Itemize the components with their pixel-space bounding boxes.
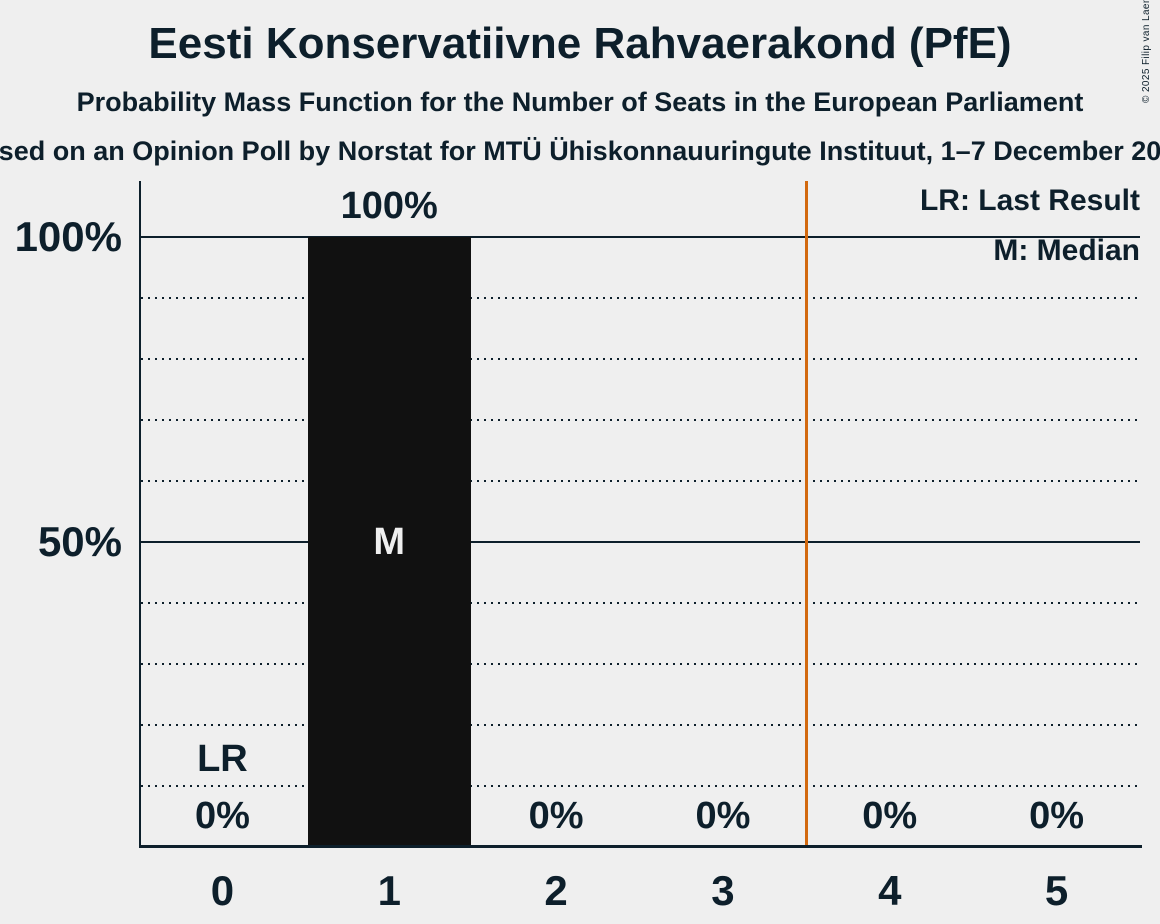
y-axis-line — [139, 181, 141, 847]
chart-source-line: ased on an Opinion Poll by Norstat for M… — [0, 136, 1160, 166]
chart-subtitle: Probability Mass Function for the Number… — [76, 87, 1084, 117]
x-tick-2: 2 — [544, 867, 568, 914]
value-label-0: 0% — [194, 795, 250, 837]
copyright-notice: © 2025 Filip van Laenen — [1141, 0, 1152, 103]
gridline-80pct — [141, 358, 1140, 360]
legend-last-result-label: LR: Last Result — [919, 184, 1140, 217]
value-label-4: 0% — [862, 795, 918, 837]
value-label-2: 0% — [528, 795, 584, 837]
majority-threshold-line — [804, 181, 808, 847]
y-tick-100pct: 100% — [14, 213, 122, 260]
value-label-3: 0% — [695, 795, 751, 837]
x-tick-0: 0 — [210, 867, 235, 914]
value-label-1: 100% — [340, 185, 438, 227]
gridline-20pct — [141, 724, 1140, 726]
gridline-50pct — [141, 541, 1140, 543]
gridline-40pct — [141, 602, 1140, 604]
gridline-90pct — [141, 297, 1140, 299]
x-axis-line — [139, 845, 1142, 848]
y-tick-50pct: 50% — [37, 518, 122, 565]
gridline-30pct — [141, 663, 1140, 665]
gridline-10pct — [141, 785, 1140, 787]
x-tick-3: 3 — [711, 867, 735, 914]
legend-median-label: M: Median — [993, 234, 1140, 267]
x-tick-1: 1 — [377, 867, 401, 914]
x-tick-4: 4 — [878, 867, 902, 914]
median-marker: M — [373, 521, 406, 563]
probability-bar-1 — [307, 237, 471, 847]
chart-title: Eesti Konservatiivne Rahvaerakond (PfE) — [148, 19, 1012, 68]
gridline-70pct — [141, 419, 1140, 421]
x-tick-5: 5 — [1044, 867, 1069, 914]
last-result-marker: LR — [197, 738, 248, 780]
value-label-5: 0% — [1029, 795, 1085, 837]
gridline-60pct — [141, 480, 1140, 482]
gridline-100pct — [141, 236, 1140, 238]
